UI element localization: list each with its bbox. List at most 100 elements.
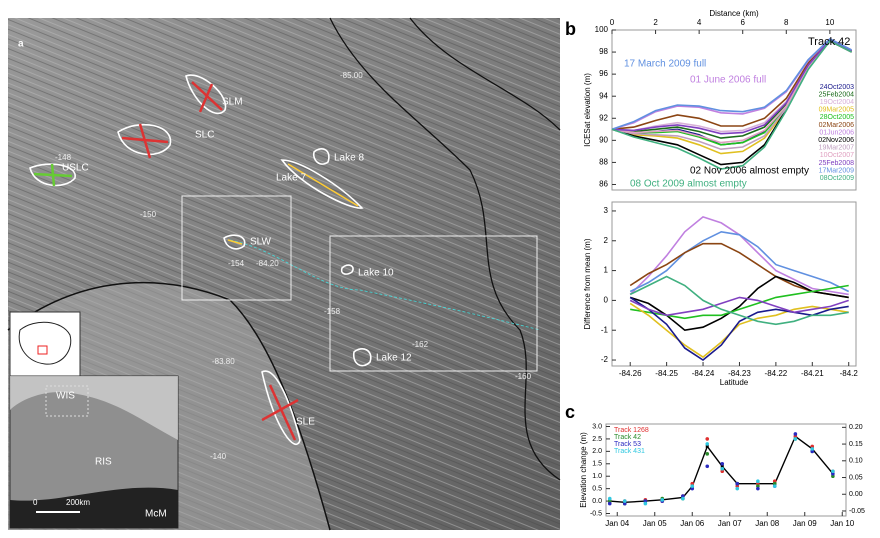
x-tick-label: 0 [610, 18, 615, 27]
marker [793, 437, 798, 441]
track-crosses [33, 81, 359, 441]
lake-label: USLC [62, 163, 89, 174]
marker [643, 499, 648, 503]
annotation: 02 Nov 2006 almost empty [690, 166, 809, 177]
marker [622, 501, 627, 506]
ridge-line [329, 17, 561, 481]
coordinate-label: -83.80 [212, 357, 235, 366]
inset-ocean [10, 487, 178, 528]
marker [681, 494, 685, 498]
coordinate-label: -85.00 [340, 71, 363, 80]
series-line [629, 230, 850, 293]
marker [681, 496, 685, 501]
legend-entry: 01Jun2006 [819, 129, 854, 136]
series-line [629, 275, 849, 326]
legend-entry: 28Oct2005 [820, 114, 854, 121]
marker [690, 486, 695, 491]
y-tick-label: 88 [599, 158, 608, 167]
legend-entry: Track 53 [614, 441, 641, 448]
point [705, 444, 709, 448]
coordinate-label: -84.20 [256, 259, 279, 268]
marker [772, 484, 777, 488]
y-tick-label: 1.5 [592, 461, 602, 468]
y-tick-label: -0.5 [590, 510, 602, 517]
y2-tick-label: 0.05 [849, 474, 863, 481]
y2-tick-label: -0.05 [849, 508, 865, 515]
legend-entry: 10Oct2007 [820, 152, 854, 159]
x-tick-label: Jan 07 [718, 519, 743, 528]
lake-label: SLE [296, 417, 315, 428]
x-tick-label: Jan 06 [680, 519, 705, 528]
x-axis-label: Distance (km) [709, 9, 759, 18]
y-tick-label: 2.5 [592, 436, 602, 443]
y-tick-label: 1 [604, 266, 609, 275]
coordinate-label: -158 [324, 307, 341, 316]
lake-label: Lake 7 [276, 173, 306, 184]
marker [607, 496, 612, 501]
marker [690, 481, 695, 486]
legend-entry: Track 1268 [614, 427, 649, 434]
x-tick-label: -84.2 [840, 369, 859, 378]
marker [831, 469, 835, 474]
y-tick-label: 1.0 [592, 473, 602, 480]
y-tick-label: -1 [601, 325, 609, 334]
marker [772, 481, 777, 486]
lake-label: Lake 10 [358, 268, 394, 279]
x-tick-label: Jan 09 [793, 519, 818, 528]
lake-label: SLW [250, 237, 271, 248]
marker [720, 466, 725, 471]
map-panel: a SLM SLC USLC Lake 8 Lake 7 SLW Lake 10… [7, 17, 561, 531]
series-line [609, 435, 834, 504]
panel-label: b [565, 19, 576, 39]
coordinate-label: -140 [210, 452, 227, 461]
marker [622, 499, 627, 503]
x-tick-label: Jan 04 [605, 519, 630, 528]
marker [756, 486, 760, 491]
annotation: 17 March 2009 full [624, 59, 706, 70]
x-tick-label: 4 [697, 18, 702, 27]
marker [705, 437, 710, 441]
marker [607, 499, 612, 503]
x-tick-label: 8 [784, 18, 789, 27]
legend-entry: 19Oct2004 [820, 99, 854, 106]
inset-label: WIS [56, 391, 75, 402]
legend-entry: 19Mar2007 [819, 145, 855, 152]
inset: WIS RIS McM 0 200km [9, 311, 179, 529]
marker [772, 479, 777, 483]
x-tick-label: -84.26 [619, 369, 642, 378]
legend-entry: 25Feb2004 [819, 91, 855, 98]
inset-land [10, 376, 178, 440]
marker [643, 501, 648, 506]
x-tick-label: -84.22 [765, 369, 788, 378]
series-line [611, 39, 852, 170]
coordinate-label: -160 [515, 372, 532, 381]
x-tick-label: -84.21 [801, 369, 824, 378]
annotation: 08 Oct 2009 almost empty [630, 179, 747, 190]
x-tick-label: -84.24 [692, 369, 715, 378]
marker [810, 447, 815, 451]
marker [705, 452, 710, 456]
y-axis-label: Elevation change (m) [579, 432, 588, 508]
panel-label: c [565, 402, 575, 422]
lake-label: Lake 12 [376, 353, 412, 364]
y-tick-label: 3 [604, 206, 609, 215]
legend-entry: 02Nov2006 [818, 137, 854, 144]
y-tick-label: 94 [599, 91, 608, 100]
y-tick-label: 92 [599, 113, 608, 122]
marker [831, 474, 835, 479]
x-tick-label: 2 [653, 18, 658, 27]
y-axis-label: ICESat elevation (m) [583, 73, 592, 147]
y-tick-label: 0.0 [592, 498, 602, 505]
x-tick-label: Jan 10 [830, 519, 855, 528]
lake-outlines [29, 74, 372, 446]
annotation: 01 June 2006 full [690, 75, 766, 86]
marker [793, 432, 798, 436]
marker [720, 469, 725, 474]
lake-label: SLC [195, 130, 214, 141]
lake-label: Lake 8 [334, 153, 364, 164]
x-axis-label: Latitude [720, 378, 749, 387]
y-tick-label: 96 [599, 69, 608, 78]
x-tick-label: 6 [740, 18, 745, 27]
y-tick-label: 98 [599, 47, 608, 56]
